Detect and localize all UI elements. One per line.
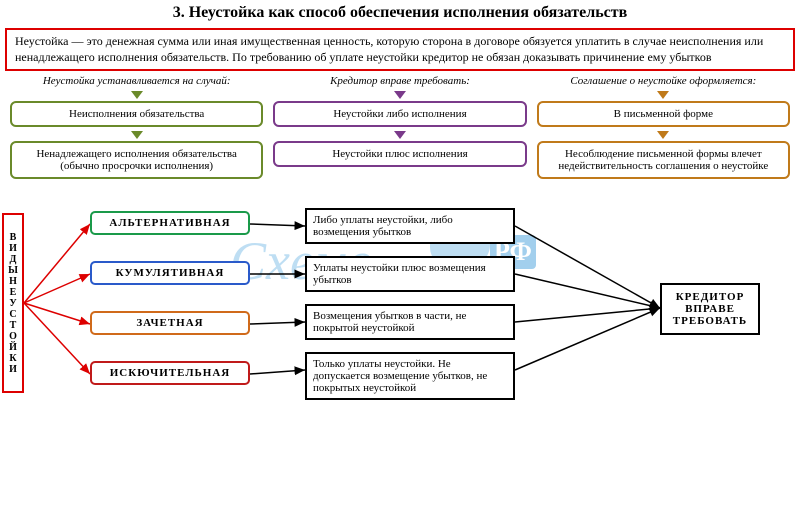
arrow-down-icon <box>657 131 669 139</box>
column-0: Неустойка устанавливается на случай: Неис… <box>10 75 263 185</box>
type-зачетная: ЗАЧЕТНАЯ <box>90 311 250 335</box>
definition-text: Неустойка — это денежная сумма или иная … <box>15 34 763 64</box>
column-item: Ненадлежащего исполнения обязательства (… <box>10 141 263 179</box>
type-альтернативная: АЛЬТЕРНАТИВНАЯ <box>90 211 250 235</box>
columns-row: Неустойка устанавливается на случай: Неис… <box>0 75 800 185</box>
type-desc: Возмещения убытков в части, не покрытой … <box>305 304 515 340</box>
type-desc: Только уплаты неустойки. Не допускается … <box>305 352 515 400</box>
column-item: Неустойки либо исполнения <box>273 101 526 127</box>
lower-diagram: ВИДЫ НЕУСТОЙКИ КРЕДИТОР ВПРАВЕ ТРЕБОВАТЬ… <box>0 193 800 423</box>
side-label: ВИДЫ НЕУСТОЙКИ <box>2 213 24 393</box>
definition-box: Неустойка — это денежная сумма или иная … <box>5 28 795 71</box>
arrow-down-icon <box>657 91 669 99</box>
column-2: Соглашение о неустойке оформляется: В пис… <box>537 75 790 185</box>
column-item: Несоблюдение письменной формы влечет нед… <box>537 141 790 179</box>
column-item: Неисполнения обязательства <box>10 101 263 127</box>
column-1: Кредитор вправе требовать: Неустойки либо… <box>273 75 526 185</box>
arrow-down-icon <box>131 91 143 99</box>
type-искючительная: ИСКЮЧИТЕЛЬНАЯ <box>90 361 250 385</box>
column-head: Соглашение о неустойке оформляется: <box>566 75 760 87</box>
type-desc: Уплаты неустойки плюс возмещения убытков <box>305 256 515 292</box>
page-title: 3. Неустойка как способ обеспечения испо… <box>0 0 800 26</box>
column-item: В письменной форме <box>537 101 790 127</box>
arrow-down-icon <box>394 131 406 139</box>
column-head: Неустойка устанавливается на случай: <box>39 75 235 87</box>
column-item: Неустойки плюс исполнения <box>273 141 526 167</box>
arrow-down-icon <box>131 131 143 139</box>
arrow-down-icon <box>394 91 406 99</box>
column-head: Кредитор вправе требовать: <box>326 75 474 87</box>
kreditor-box: КРЕДИТОР ВПРАВЕ ТРЕБОВАТЬ <box>660 283 760 335</box>
type-кумулятивная: КУМУЛЯТИВНАЯ <box>90 261 250 285</box>
type-desc: Либо уплаты неустойки, либо возмещения у… <box>305 208 515 244</box>
